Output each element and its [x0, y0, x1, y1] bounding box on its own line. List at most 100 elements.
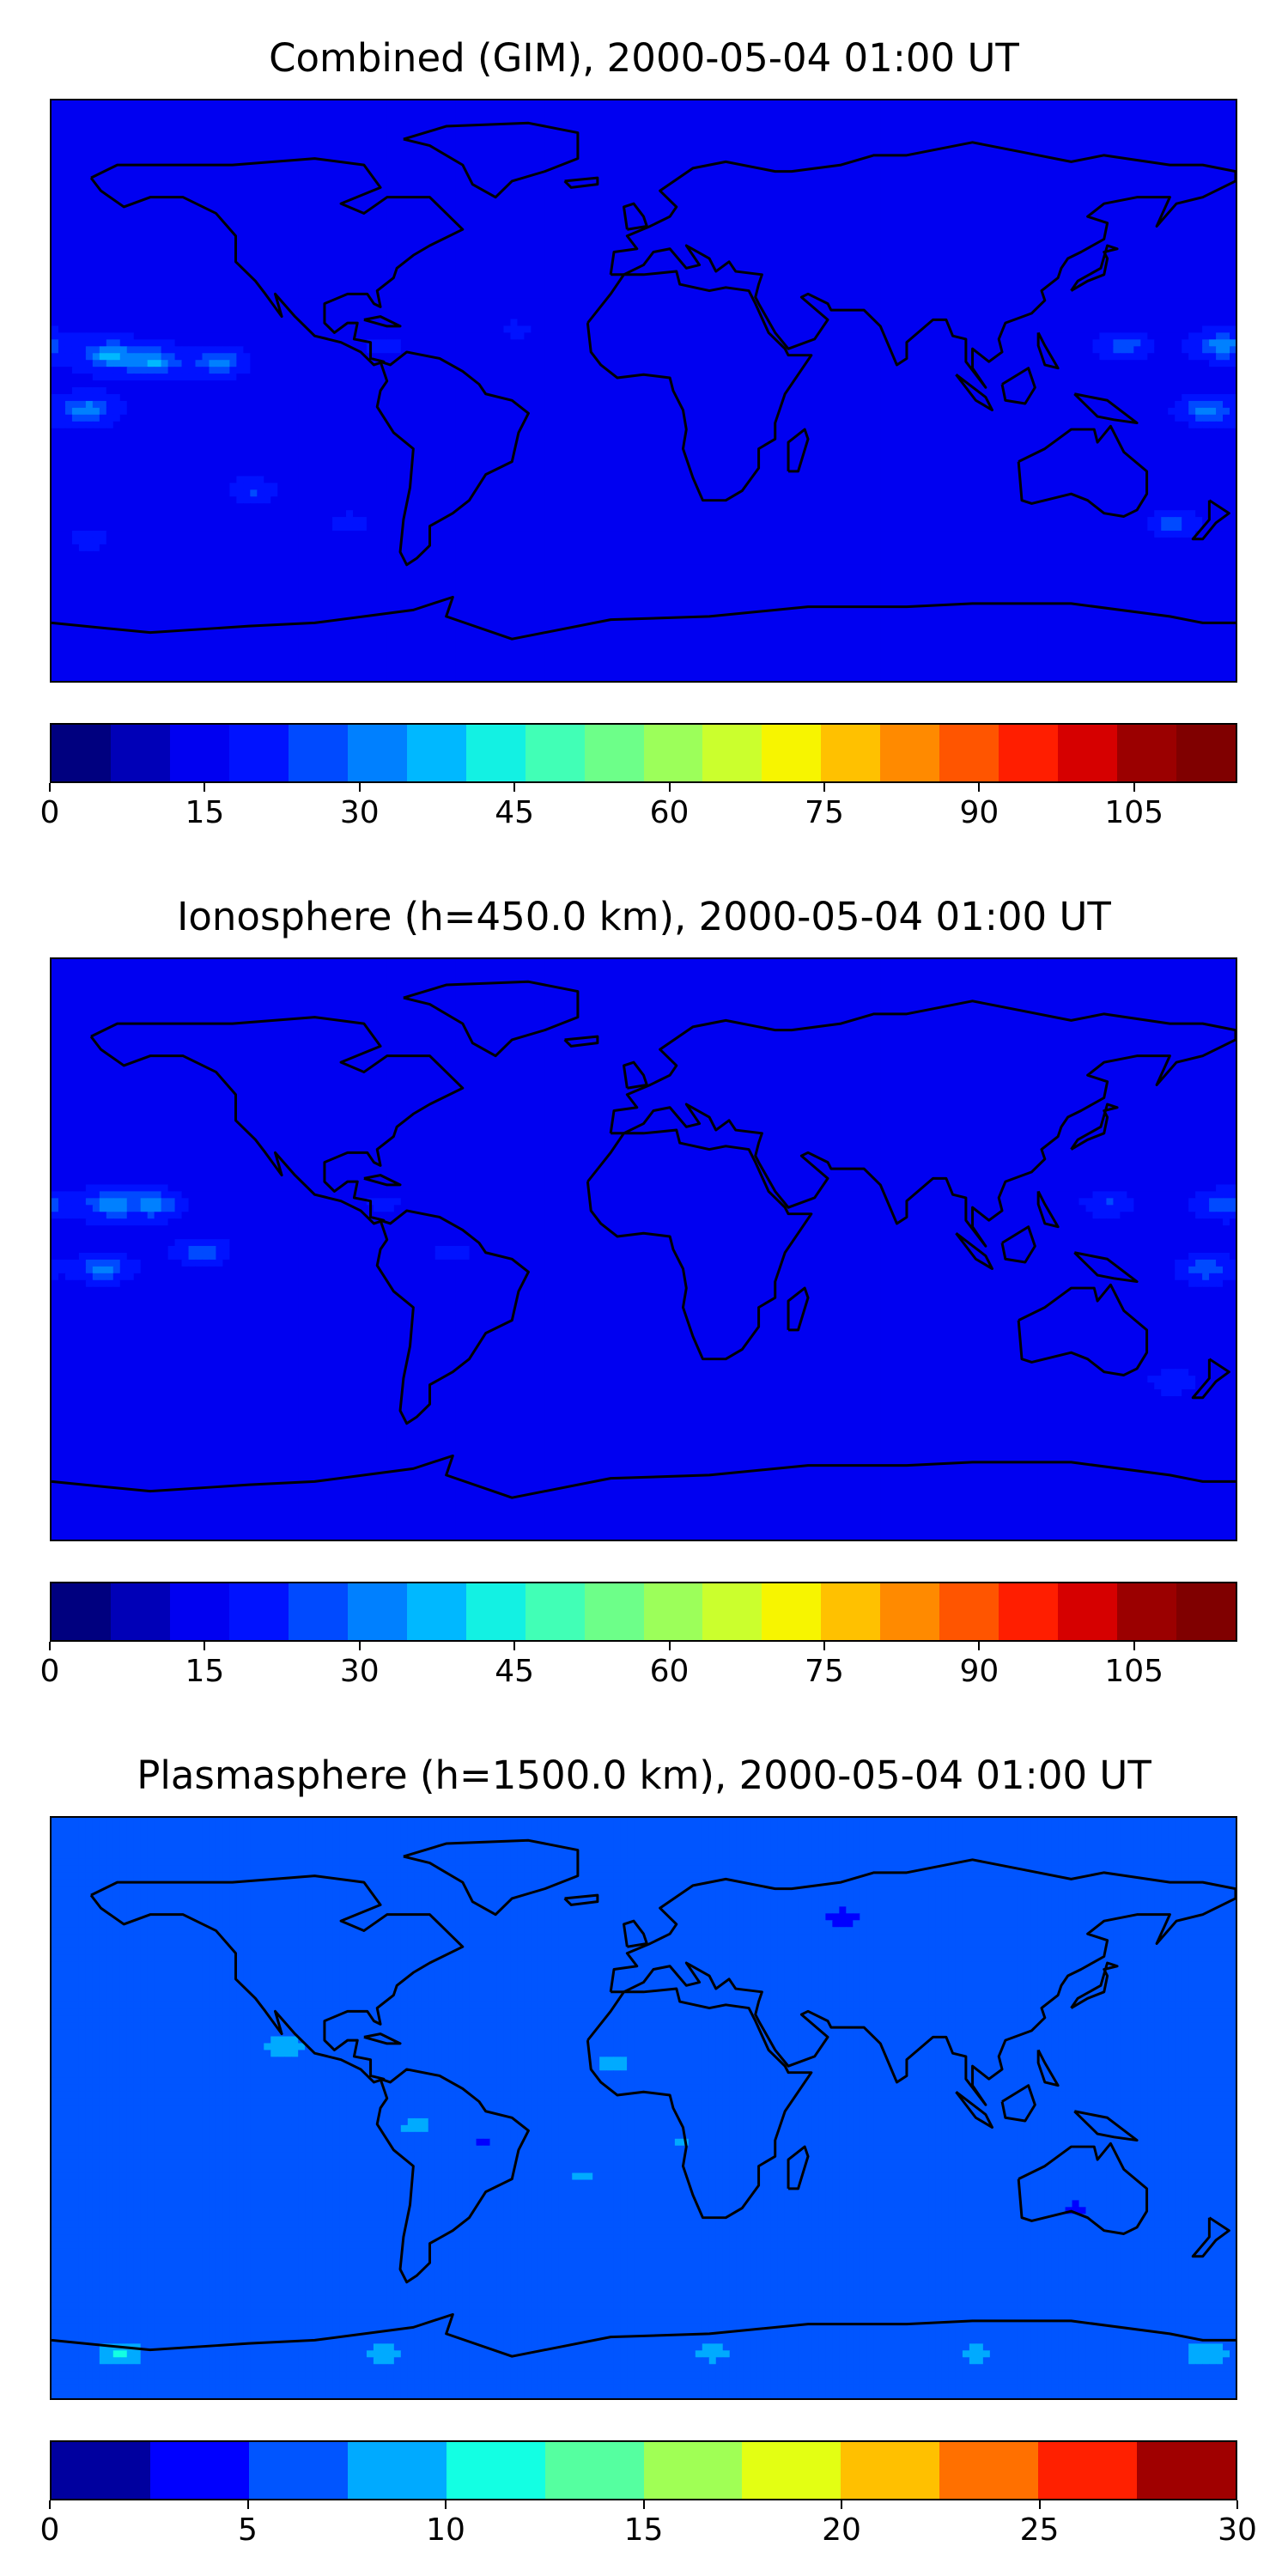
coastline-15: [563, 1035, 599, 1048]
coastline-4: [787, 2145, 810, 2190]
coastline-16: [1036, 2049, 1060, 2087]
coastline-11: [955, 1232, 994, 1271]
colorbar-segment: [880, 1583, 940, 1640]
colorbar-segment: [1058, 1583, 1118, 1640]
colorbar-tick: [204, 783, 206, 792]
colorbar-segment: [347, 2442, 447, 2499]
coastline-7: [52, 2312, 1236, 2358]
colorbar-segment: [52, 1583, 111, 1640]
colorbar-segment: [1176, 1583, 1236, 1640]
colorbar-segment: [584, 725, 644, 781]
coastline-3: [586, 1128, 813, 1361]
coastline-9: [1070, 244, 1119, 292]
colorbar-tick: [1133, 783, 1135, 792]
colorbar-segment: [406, 725, 466, 781]
colorbar-tick: [246, 2500, 249, 2509]
colorbar-tick: [358, 1642, 361, 1650]
colorbar-segment: [110, 725, 170, 781]
colorbar-segment: [1137, 2442, 1236, 2499]
colorbar-tick-label: 75: [805, 795, 844, 830]
colorbar-tick-label: 75: [805, 1654, 844, 1689]
colorbar-tick-label: 30: [340, 1654, 380, 1689]
colorbar-segment: [525, 725, 585, 781]
colorbar-segment: [584, 1583, 644, 1640]
colorbar-segment: [406, 1583, 466, 1640]
colorbar-plasmasphere: [50, 2440, 1237, 2500]
colorbar-segment: [228, 1583, 289, 1640]
colorbar-segment: [1058, 725, 1118, 781]
coastline-13: [1191, 2216, 1230, 2258]
colorbar-tick: [204, 1642, 206, 1650]
coastline-14: [363, 2032, 402, 2045]
colorbar-tick: [513, 783, 516, 792]
colorbar-segment: [939, 1583, 999, 1640]
coastline-0: [89, 1016, 465, 1225]
colorbar-ticks-plasmasphere: 0 5 10 15 20 25 30: [40, 2500, 1257, 2552]
colorbar-segment: [643, 2442, 743, 2499]
coastline-3: [586, 1987, 813, 2220]
colorbar-segment: [1176, 725, 1236, 781]
map-plasmasphere: [50, 1816, 1237, 2400]
coastline-11: [955, 374, 994, 412]
coastline-6: [1017, 424, 1149, 518]
coastline-4: [787, 1286, 810, 1332]
panel-title-plasmasphere: Plasmasphere (h=1500.0 km), 2000-05-04 0…: [0, 1752, 1288, 1799]
coastline-10: [1000, 367, 1036, 405]
coastline-7: [52, 595, 1236, 641]
coastline-15: [563, 1893, 599, 1906]
colorbar-segment: [169, 1583, 229, 1640]
colorbar-tick: [513, 1642, 516, 1650]
colorbar-tick-label: 20: [822, 2512, 861, 2548]
coastline-16: [1036, 331, 1060, 370]
field-layer: [52, 1818, 1236, 2398]
colorbar-segment: [169, 725, 229, 781]
coastline-15: [563, 176, 599, 189]
colorbar-segment: [939, 725, 999, 781]
colorbar-tick-label: 0: [40, 2512, 60, 2548]
colorbar-tick-label: 10: [426, 2512, 465, 2548]
colorbar-tick-label: 60: [650, 1654, 690, 1689]
panel-title-combined: Combined (GIM), 2000-05-04 01:00 UT: [0, 34, 1288, 82]
coastline-2: [375, 1209, 530, 1425]
colorbar-ticks-ionosphere: 0 15 30 45 60 75 90 105: [40, 1642, 1237, 1693]
colorbar-ionosphere: [50, 1582, 1237, 1642]
colorbar-tick-label: 90: [959, 795, 999, 830]
coastline-6: [1017, 2142, 1149, 2235]
coastline-12: [1073, 2110, 1139, 2142]
coastline-5: [609, 141, 1236, 389]
field-cells: [52, 959, 1236, 1540]
coastline-8: [623, 202, 648, 231]
coastline-14: [363, 315, 402, 328]
coastline-1: [403, 1838, 580, 1917]
colorbar-ticks-combined: 0 15 30 45 60 75 90 105: [40, 783, 1237, 835]
colorbar-tick: [668, 1642, 671, 1650]
colorbar-segment: [446, 2442, 545, 2499]
colorbar-segment: [762, 725, 822, 781]
colorbar-combined: [50, 723, 1237, 783]
coastline-16: [1036, 1190, 1060, 1229]
colorbar-tick: [978, 1642, 981, 1650]
coastline-10: [1000, 2084, 1036, 2123]
colorbar-segment: [880, 725, 940, 781]
coastline-0: [89, 1874, 465, 2084]
map-ionosphere: [50, 957, 1237, 1541]
colorbar-tick: [642, 2500, 645, 2509]
colorbar-tick-label: 15: [185, 1654, 224, 1689]
colorbar-tick: [358, 783, 361, 792]
coastline-1: [403, 980, 580, 1058]
coastline-12: [1073, 1251, 1139, 1284]
colorbar-segment: [841, 2442, 940, 2499]
colorbar-segment: [702, 1583, 762, 1640]
colorbar-segment: [347, 725, 407, 781]
coastline-13: [1191, 499, 1230, 541]
coastline-5: [609, 1858, 1236, 2106]
colorbar-segment: [110, 1583, 170, 1640]
colorbar-tick: [823, 1642, 825, 1650]
colorbar-segment: [347, 1583, 407, 1640]
coastline-9: [1070, 1961, 1119, 2009]
colorbar-tick-label: 105: [1104, 1654, 1163, 1689]
panel-title-ionosphere: Ionosphere (h=450.0 km), 2000-05-04 01:0…: [0, 893, 1288, 940]
colorbar-tick: [49, 2500, 51, 2509]
field-cells: [52, 1818, 1236, 2398]
coastline-14: [363, 1174, 402, 1187]
